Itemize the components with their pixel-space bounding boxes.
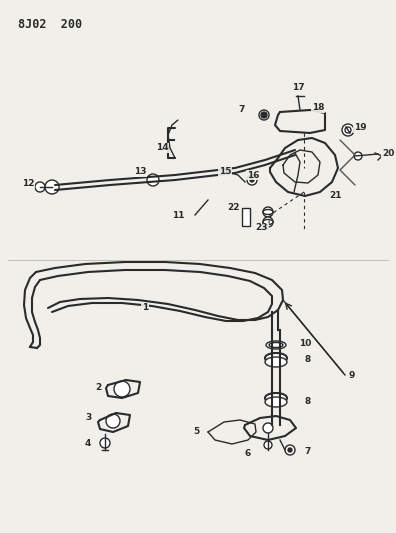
Text: 9: 9 (349, 370, 355, 379)
Text: 8: 8 (305, 356, 311, 365)
Text: 11: 11 (172, 211, 184, 220)
Text: 16: 16 (247, 171, 259, 180)
Circle shape (147, 174, 159, 186)
Text: 21: 21 (329, 190, 341, 199)
Text: 2: 2 (95, 384, 101, 392)
Circle shape (114, 381, 130, 397)
Circle shape (285, 445, 295, 455)
Ellipse shape (265, 353, 287, 363)
Bar (242, 208, 250, 226)
Ellipse shape (269, 343, 283, 348)
Ellipse shape (263, 220, 273, 224)
Circle shape (106, 414, 120, 428)
Circle shape (45, 180, 59, 194)
Circle shape (263, 423, 273, 433)
Circle shape (263, 207, 273, 217)
Text: 3: 3 (85, 414, 91, 423)
Circle shape (263, 217, 273, 227)
Text: 8J02  200: 8J02 200 (18, 18, 82, 31)
Circle shape (264, 441, 272, 449)
Circle shape (250, 178, 254, 182)
Circle shape (259, 110, 269, 120)
Circle shape (247, 175, 257, 185)
Circle shape (342, 124, 354, 136)
Text: 18: 18 (312, 103, 324, 112)
Text: 14: 14 (156, 143, 168, 152)
Circle shape (35, 182, 45, 192)
Circle shape (354, 152, 362, 160)
Circle shape (288, 448, 292, 452)
Text: 7: 7 (239, 106, 245, 115)
Ellipse shape (263, 209, 273, 214)
Text: 10: 10 (299, 340, 311, 349)
Ellipse shape (266, 341, 286, 349)
Circle shape (100, 438, 110, 448)
Text: 1: 1 (142, 303, 148, 312)
Text: 6: 6 (245, 448, 251, 457)
Text: 22: 22 (227, 204, 239, 213)
Text: 19: 19 (354, 124, 366, 133)
Text: 13: 13 (134, 167, 146, 176)
Ellipse shape (265, 357, 287, 367)
Circle shape (345, 127, 351, 133)
Text: 17: 17 (292, 84, 304, 93)
Text: 12: 12 (22, 180, 34, 189)
Ellipse shape (265, 397, 287, 407)
Text: 15: 15 (219, 167, 231, 176)
Circle shape (261, 112, 267, 118)
Text: 4: 4 (85, 440, 91, 448)
Ellipse shape (265, 393, 287, 403)
Text: 23: 23 (256, 223, 268, 232)
Text: 7: 7 (305, 448, 311, 456)
Text: 5: 5 (193, 427, 199, 437)
Text: 20: 20 (382, 149, 394, 157)
Text: 8: 8 (305, 398, 311, 407)
